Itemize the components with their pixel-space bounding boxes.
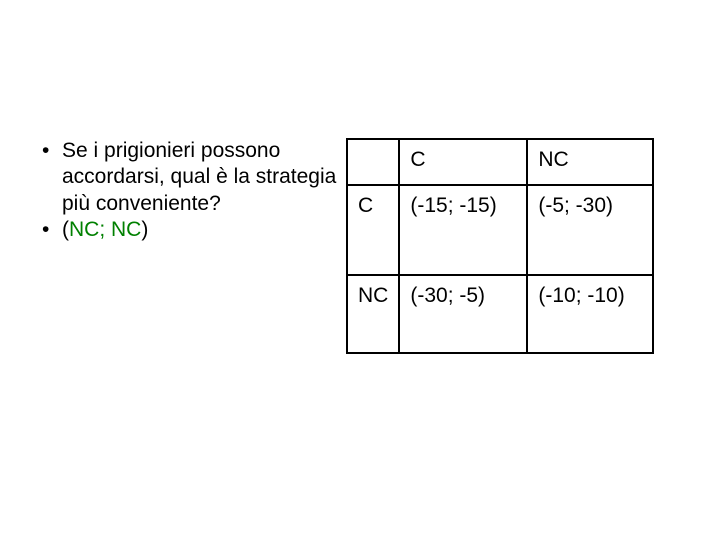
row-c-label: C <box>347 185 399 275</box>
question-text: Se i prigionieri possono accordarsi, qua… <box>62 139 336 215</box>
bullet-list: Se i prigionieri possono accordarsi, qua… <box>40 138 350 243</box>
payoff-matrix: C NC C (-15; -15) (-5; -30) NC (-30; -5)… <box>346 138 654 354</box>
cell-nc-c: (-30; -5) <box>399 275 527 353</box>
bullet-item-answer: (NC; NC) <box>40 217 350 243</box>
bullet-item-question: Se i prigionieri possono accordarsi, qua… <box>40 138 350 217</box>
table-row: C (-15; -15) (-5; -30) <box>347 185 653 275</box>
table-header-row: C NC <box>347 139 653 185</box>
cell-nc-nc: (-10; -10) <box>527 275 653 353</box>
cell-c-c: (-15; -15) <box>399 185 527 275</box>
header-col-nc: NC <box>527 139 653 185</box>
answer-close: ) <box>141 218 148 241</box>
cell-c-nc: (-5; -30) <box>527 185 653 275</box>
header-empty-cell <box>347 139 399 185</box>
slide-content: Se i prigionieri possono accordarsi, qua… <box>0 0 720 354</box>
answer-open: ( <box>62 218 69 241</box>
table-row: NC (-30; -5) (-10; -10) <box>347 275 653 353</box>
answer-highlight: NC; NC <box>69 218 141 241</box>
header-col-c: C <box>399 139 527 185</box>
row-nc-label: NC <box>347 275 399 353</box>
